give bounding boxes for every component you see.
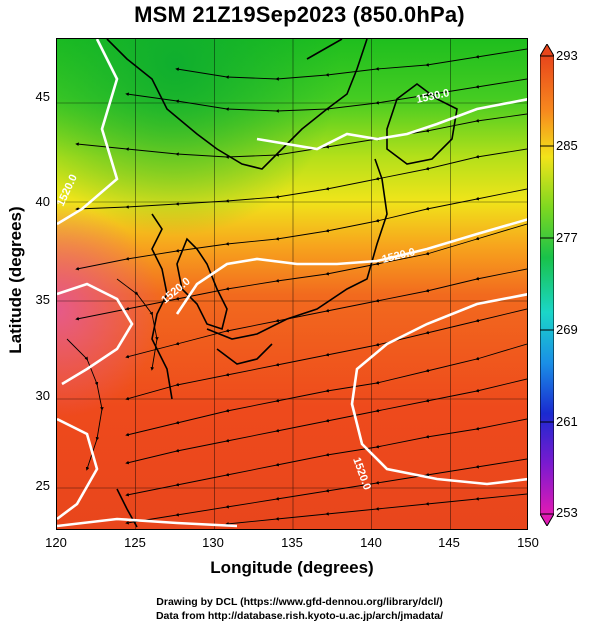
colorbar — [540, 44, 554, 526]
map-svg: 1530.0 1520.0 1520.0 1520.0 1520.0 — [57, 39, 527, 529]
colorbar-tick-label: 269 — [556, 322, 578, 337]
y-axis-label: Latitude (degrees) — [6, 206, 25, 354]
streamlines — [66, 48, 527, 526]
colorbar-tick-label: 293 — [556, 48, 578, 63]
warm-region-shade — [57, 39, 527, 529]
x-tick: 150 — [517, 535, 539, 550]
map-panel: 1530.0 1520.0 1520.0 1520.0 1520.0 — [56, 38, 528, 530]
x-tick: 130 — [202, 535, 224, 550]
colorbar-top-arrow — [540, 44, 554, 57]
colorbar-bottom-arrow — [540, 513, 554, 526]
height-contours — [57, 39, 527, 528]
y-tick: 35 — [35, 292, 50, 307]
x-tick: 140 — [360, 535, 382, 550]
colorbar-tick-label: 261 — [556, 414, 578, 429]
x-tick: 145 — [438, 535, 460, 550]
x-tick: 120 — [45, 535, 67, 550]
colorbar-tick-label: 253 — [556, 505, 578, 520]
colorbar-scale — [540, 55, 554, 515]
credit-drawing: Drawing by DCL (https://www.gfd-dennou.o… — [156, 596, 443, 608]
y-tick: 30 — [35, 388, 50, 403]
y-tick: 25 — [35, 478, 50, 493]
x-axis-label: Longitude (degrees) — [210, 558, 374, 577]
colorbar-tick-label: 277 — [556, 230, 578, 245]
y-tick: 45 — [35, 89, 50, 104]
x-tick: 135 — [281, 535, 303, 550]
credit-data: Data from http://database.rish.kyoto-u.a… — [155, 610, 444, 622]
y-tick: 40 — [35, 194, 50, 209]
chart-title: MSM 21Z19Sep2023 (850.0hPa) — [134, 2, 465, 27]
x-tick: 125 — [124, 535, 146, 550]
colorbar-tick-label: 285 — [556, 138, 578, 153]
colorbar-ticks — [540, 145, 554, 423]
